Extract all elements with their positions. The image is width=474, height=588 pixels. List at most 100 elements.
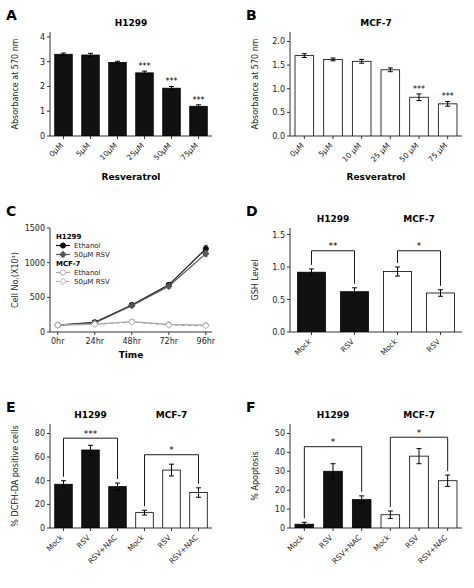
- legend-label: 50μM RSV: [74, 251, 110, 259]
- y-axis-line: [290, 228, 291, 332]
- x-tick-label: 0μM: [47, 141, 65, 159]
- y-tick-label: 1000: [25, 259, 45, 268]
- bar: [163, 88, 181, 136]
- x-tick-label: 50μM: [152, 141, 173, 162]
- error-cap: [417, 448, 422, 449]
- panel: 0.00.51.01.52.0Absorbance at 570 nmBMCF-…: [246, 7, 462, 182]
- x-tick: [171, 136, 172, 139]
- x-tick-label: 50 μM: [398, 141, 421, 164]
- y-tick-label: 0: [40, 328, 45, 337]
- bar: [136, 73, 154, 136]
- error-stem: [390, 68, 391, 72]
- y-tick-label: 0.0: [272, 132, 285, 141]
- x-tick-label: 75μM: [179, 141, 200, 162]
- x-tick: [117, 528, 118, 531]
- x-tick: [304, 136, 305, 139]
- y-tick-label: 1500: [25, 224, 45, 233]
- error-stem: [447, 475, 448, 486]
- bars: [298, 267, 455, 332]
- significance-bracket: [304, 447, 361, 519]
- x-tick-label: Mock: [126, 533, 147, 554]
- x-tick-label: 75 μM: [426, 141, 449, 164]
- error-cap: [359, 495, 364, 496]
- x-axis-label: Resveratrol: [347, 172, 406, 182]
- x-tick-label: RSV: [403, 532, 421, 550]
- legend-group-title: H1299: [56, 233, 81, 241]
- error-bar: [417, 94, 422, 101]
- panel-label: B: [246, 7, 257, 23]
- x-tick: [63, 528, 64, 531]
- point: [203, 323, 209, 329]
- bar: [341, 292, 369, 332]
- legend-marker: [60, 278, 66, 284]
- error-bar: [395, 267, 400, 276]
- point: [166, 283, 172, 289]
- error-cap: [445, 486, 450, 487]
- significance-label: ***: [193, 96, 205, 105]
- x-tick-label: 72hr: [160, 337, 179, 346]
- x-tick-label: RSV: [156, 532, 174, 550]
- y-tick-label: 500: [30, 293, 45, 302]
- y-axis-label: Absorbance at 570 nm: [251, 38, 260, 129]
- error-cap: [438, 296, 443, 297]
- error-cap: [61, 480, 66, 481]
- error-bar: [169, 464, 174, 476]
- x-tick: [198, 136, 199, 139]
- bracket-label: *: [417, 428, 422, 438]
- significance-label: ***: [442, 92, 454, 101]
- panel: 020406080% DCFH-DA positive cellsEMockRS…: [6, 399, 212, 566]
- y-tick-label: 1.5: [272, 61, 285, 70]
- y-tick-label: 1: [40, 107, 45, 116]
- error-stem: [304, 54, 305, 58]
- point: [92, 321, 97, 326]
- error-cap: [331, 463, 336, 464]
- y-tick-label: 1.0: [272, 85, 285, 94]
- error-stem: [419, 449, 420, 464]
- significance-label: ***: [166, 77, 178, 86]
- x-tick-label: 10μM: [98, 141, 119, 162]
- error-cap: [417, 100, 422, 101]
- x-tick-label: 25μM: [125, 141, 146, 162]
- bracket-leg: [144, 455, 145, 507]
- error-stem: [361, 496, 362, 504]
- error-bar: [331, 464, 336, 479]
- background: [0, 0, 474, 588]
- error-cap: [142, 515, 147, 516]
- error-cap: [445, 475, 450, 476]
- x-tick-label: 5μM: [74, 141, 92, 159]
- x-axis-line: [290, 136, 462, 137]
- error-stem: [63, 481, 64, 488]
- error-bar: [417, 449, 422, 464]
- title: H1299: [115, 18, 148, 28]
- x-tick-label: 96hr: [197, 337, 216, 346]
- y-tick-label: 50: [275, 429, 285, 438]
- bar: [410, 97, 429, 136]
- x-tick: [144, 528, 145, 531]
- bar: [384, 272, 412, 332]
- error-bar: [169, 86, 174, 89]
- error-stem: [90, 53, 91, 56]
- error-cap: [61, 487, 66, 488]
- error-cap: [388, 67, 393, 68]
- point: [55, 322, 61, 328]
- error-cap: [302, 526, 307, 527]
- x-tick-label: RSV+NAC: [167, 533, 200, 566]
- error-cap: [352, 287, 357, 288]
- error-cap: [61, 55, 66, 56]
- significance-bracket: [390, 437, 447, 507]
- error-cap: [302, 53, 307, 54]
- error-cap: [438, 289, 443, 290]
- error-cap: [196, 107, 201, 108]
- x-tick-label: 10 μM: [340, 141, 363, 164]
- error-stem: [440, 290, 441, 297]
- x-tick: [198, 528, 199, 531]
- y-axis-line: [50, 228, 51, 332]
- error-stem: [90, 445, 91, 454]
- error-stem: [419, 94, 420, 101]
- legend: H1299Ethanol50μM RSVMCF-7Ethanol50μM RSV: [56, 233, 110, 286]
- y-axis-label: % Apoptosis: [251, 451, 260, 500]
- significance-bracket: [312, 251, 355, 284]
- x-tick: [440, 332, 441, 335]
- error-cap: [417, 463, 422, 464]
- error-bar: [359, 59, 364, 63]
